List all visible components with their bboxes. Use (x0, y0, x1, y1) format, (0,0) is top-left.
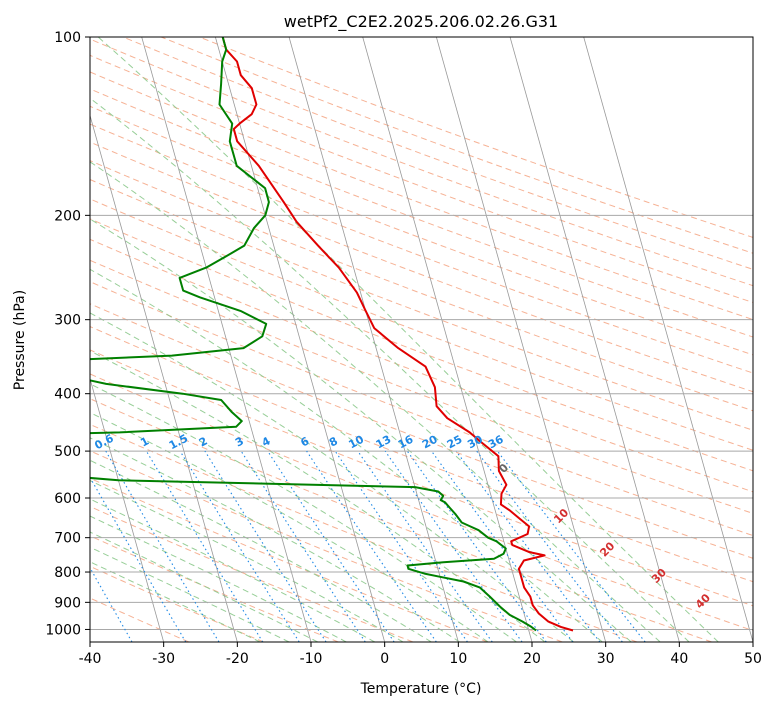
y-tick-label: 100 (54, 30, 81, 46)
dry-adiabat-line (0, 37, 562, 642)
x-axis-label: Temperature (°C) (360, 681, 482, 697)
mixing-ratio-line (146, 451, 262, 642)
y-tick-label: 700 (54, 531, 81, 547)
moist-adiabat-line (0, 37, 403, 642)
moist-adiabat-line (0, 37, 260, 642)
moist-adiabat-line (0, 37, 318, 642)
mixing-ratio-label: 20 (420, 433, 440, 452)
mixing-ratio-label: 8 (327, 434, 340, 449)
x-tick-label: -40 (79, 651, 102, 667)
profile-lines (0, 37, 573, 631)
moist-adiabat-line (5, 37, 689, 642)
y-tick-label: 300 (54, 313, 81, 329)
moist-adiabat-line (0, 37, 488, 642)
dry-adiabat-line (85, 37, 775, 642)
y-axis-label: Pressure (hPa) (12, 290, 28, 390)
dry-adiabat-line (123, 37, 775, 642)
x-tick-label: 40 (670, 651, 688, 667)
y-tick-label: 800 (54, 565, 81, 581)
mixing-ratio-line (268, 451, 395, 642)
y-tick-label: 1000 (45, 622, 81, 638)
dry-adiabat-line (0, 37, 488, 642)
moist-adiabat-line (0, 37, 375, 642)
mixing-ratio-line (358, 451, 493, 642)
x-tick-label: -20 (226, 651, 249, 667)
moist-adiabat-label: 20 (597, 539, 617, 559)
x-tick-label: -10 (300, 651, 323, 667)
mixing-ratio-label: 13 (374, 433, 394, 452)
y-tick-label: 200 (54, 208, 81, 224)
mixing-ratio-label: 3 (233, 434, 246, 449)
moist-adiabat-label: 40 (693, 591, 713, 611)
x-tick-label: 10 (449, 651, 467, 667)
mixing-ratio-label: 1.5 (167, 432, 190, 453)
dry-adiabat-line (0, 37, 637, 642)
x-tick-label: 30 (597, 651, 615, 667)
moist-adiabat-line (0, 37, 631, 642)
temperature-line (223, 37, 573, 631)
dry-adiabat-line (0, 37, 338, 642)
isotherm-line (142, 37, 311, 642)
mixing-ratio-line (335, 451, 467, 642)
moist-adiabat-line (0, 37, 574, 642)
dry-adiabat-line (161, 37, 775, 642)
y-tick-label: 600 (54, 491, 81, 507)
dry-adiabat-line (0, 37, 264, 642)
moist-adiabat-line (0, 37, 431, 642)
mixing-ratio-label: 2 (197, 434, 210, 449)
mixing-ratio-line (307, 451, 437, 642)
isotherm-line (68, 37, 237, 642)
mixing-ratio-label: 30 (465, 433, 485, 452)
isotherm-line (215, 37, 384, 642)
x-tick-label: 0 (380, 651, 389, 667)
mixing-ratio-label: 6 (299, 434, 312, 449)
x-tick-label: 20 (523, 651, 541, 667)
mixing-ratio-line (456, 451, 600, 642)
mixing-ratio-line (498, 451, 646, 642)
chart-title: wetPf2_C2E2.2025.206.02.26.G31 (284, 12, 558, 32)
dry-adiabat-line (0, 37, 189, 642)
moist-adiabat-line (0, 37, 460, 642)
y-tick-label: 400 (54, 387, 81, 403)
y-tick-label: 500 (54, 444, 81, 460)
x-tick-label: -30 (152, 651, 175, 667)
y-tick-label: 900 (54, 595, 81, 611)
mixing-ratio-label: 4 (260, 434, 273, 449)
isotherm-line (289, 37, 458, 642)
moist-adiabat-line (0, 37, 289, 642)
moist-adiabat-line (98, 37, 718, 642)
x-tick-label: 50 (744, 651, 762, 667)
mixing-ratio-label: 10 (346, 433, 366, 452)
moist-adiabat-label: 30 (649, 566, 669, 586)
moist-adiabat-label: 0 (496, 461, 511, 476)
